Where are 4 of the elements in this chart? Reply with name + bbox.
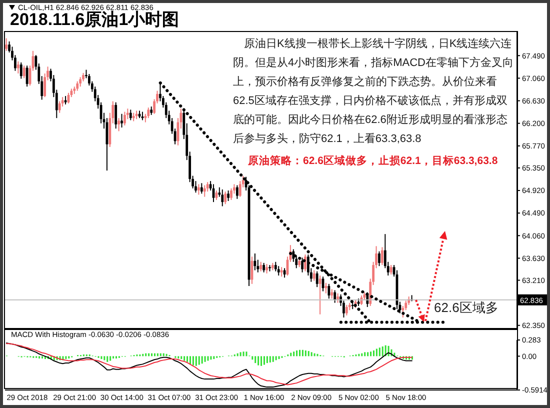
- annotation: 原油日K线搜一根带长上影线十字阴线，日K线连续六连阴。但是从4小时图形来看，指标MACD在零轴下方金叉向上，预示价格有反弹修复之前的下跌态势。从价位来看62.5区域存在强支撑，日内价格不破该低点，并有形成双底的可能。因此今日价格在62.6附近形成明显的看涨形态后参与多头，防守62.1，上看63.3,63.8: [233, 36, 515, 147]
- chart-title: 2018.11.6原油1小时图: [10, 10, 180, 29]
- annotation: 原油策略：62.6区域做多，止损62.1，目标63.3,63.8: [248, 154, 499, 168]
- annotation: 62.6区域多: [434, 300, 498, 315]
